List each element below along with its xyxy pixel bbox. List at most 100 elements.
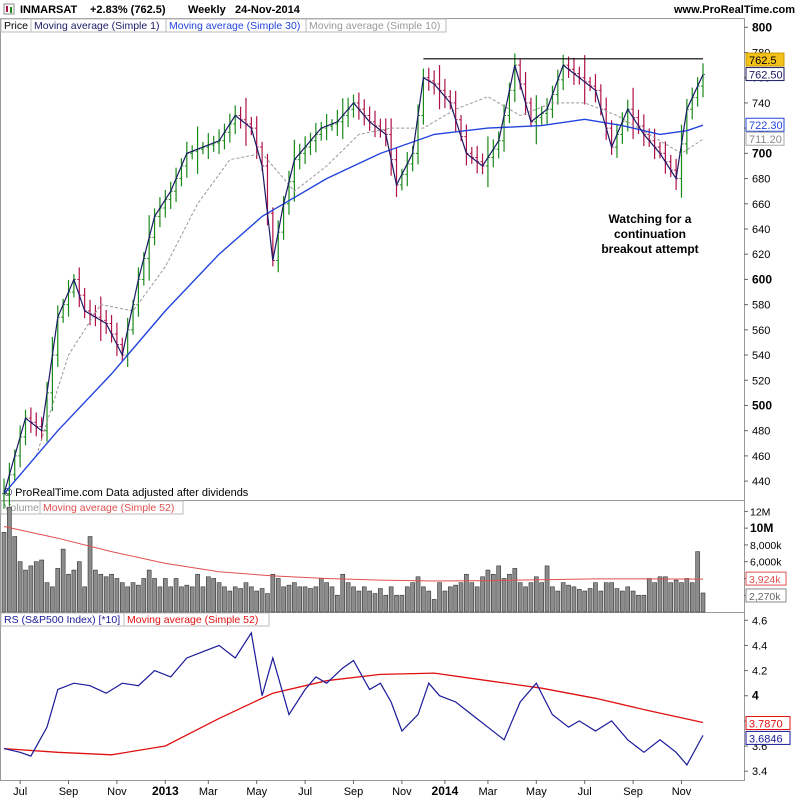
volume-ma-tag-box <box>745 571 787 586</box>
volume-bar <box>254 590 260 613</box>
volume-bar <box>136 584 141 613</box>
volume-bar <box>356 590 362 613</box>
volume-bar <box>630 590 636 613</box>
price-tick-label: 800 <box>752 20 772 34</box>
volume-ma-line <box>3 526 704 582</box>
legend-ma1: Moving average (Simple 1) <box>34 20 159 32</box>
volume-last-tag-box <box>745 588 787 603</box>
volume-bar <box>313 586 319 613</box>
site-url[interactable]: www.ProRealTime.com <box>673 4 795 16</box>
rs-plot <box>3 631 704 766</box>
volume-bar <box>270 573 276 613</box>
volume-bar <box>206 576 211 613</box>
volume-bar <box>625 586 631 613</box>
price-tick-label: 680 <box>752 174 770 186</box>
volume-bar <box>345 582 351 613</box>
volume-bar <box>130 582 136 613</box>
ma10-tag: 711.20 <box>749 134 782 146</box>
volume-bar <box>189 586 195 613</box>
volume-bar <box>324 582 329 613</box>
volume-bar <box>179 586 184 613</box>
volume-bar <box>646 578 652 613</box>
price-tick-label: 480 <box>752 426 770 438</box>
volume-bar <box>534 576 539 613</box>
annotation: Watching for a continuation breakout att… <box>601 212 698 256</box>
x-tick-label: 2014 <box>432 784 459 798</box>
volume-tick-label: 6,000k <box>750 557 782 569</box>
volume-bar <box>200 586 206 613</box>
volume-bar <box>39 559 44 613</box>
volume-tick-label: 8,000k <box>750 540 782 552</box>
volume-bar <box>119 582 125 613</box>
x-tick-label: May <box>526 786 547 798</box>
ma10-tag-box <box>745 131 785 146</box>
x-tick-label: Sep <box>623 786 643 798</box>
price-tick-label: 540 <box>752 350 770 362</box>
volume-bar <box>361 586 367 613</box>
volume-bar <box>566 584 571 613</box>
volume-bar <box>103 576 109 613</box>
volume-bar <box>66 573 71 613</box>
annotation-line-3: breakout attempt <box>601 242 698 256</box>
volume-bar <box>216 582 222 613</box>
ma1-tag: 762.50 <box>749 70 783 82</box>
volume-tick-label: 10M <box>750 521 773 535</box>
volume-bar <box>87 536 93 613</box>
volume-bar <box>652 582 657 613</box>
price-tick-label: 560 <box>752 325 770 337</box>
volume-bar <box>152 578 157 613</box>
volume-bar <box>372 593 378 613</box>
volume-bar <box>286 584 292 613</box>
volume-bar <box>474 586 480 613</box>
rs-ma-line <box>3 672 704 756</box>
volume-bar <box>603 582 609 613</box>
volume-bar <box>394 594 399 613</box>
volume-bar <box>539 582 544 613</box>
rs-last-tag-box <box>745 730 791 745</box>
volume-bar <box>33 561 39 613</box>
volume-bar <box>60 548 66 613</box>
volume-bar <box>464 573 469 613</box>
volume-bar <box>146 569 152 613</box>
chart-header: INMARSAT +2.83% (762.5) Weekly 24-Nov-20… <box>3 3 795 16</box>
volume-bar <box>238 588 243 613</box>
volume-tick-label: 12M <box>750 506 770 518</box>
x-tick-label: 2013 <box>152 784 179 798</box>
volume-bar <box>7 506 12 613</box>
legend-ma30: Moving average (Simple 30) <box>169 20 300 32</box>
volume-bar <box>275 578 281 613</box>
volume-bar <box>249 586 254 613</box>
volume-ma-tag: 3,924k <box>749 574 781 586</box>
volume-bar <box>55 568 61 613</box>
volume-bar <box>125 586 130 613</box>
volume-bar <box>28 565 34 613</box>
volume-bar <box>157 586 163 613</box>
volume-bar <box>517 582 523 613</box>
volume-bar <box>679 582 684 613</box>
x-tick-label: May <box>246 786 267 798</box>
volume-bar <box>614 588 620 613</box>
volume-bar <box>399 594 405 613</box>
volume-bar <box>410 582 415 613</box>
volume-bar <box>453 584 458 613</box>
volume-bar <box>227 590 233 613</box>
price-tick-label: 600 <box>752 272 772 286</box>
annotation-line-1: Watching for a <box>609 212 692 226</box>
volume-bar <box>695 551 700 613</box>
volume-bar <box>335 594 340 613</box>
volume-bar <box>173 578 179 613</box>
volume-bar <box>571 586 577 613</box>
legend-rs: RS (S&P500 Index) [*10] <box>4 614 120 626</box>
volume-bar <box>657 576 663 613</box>
x-tick-label: Nov <box>672 786 692 798</box>
ma1-line <box>3 64 704 494</box>
rs-tags: 3.7870 3.6846 <box>745 716 791 745</box>
volume-bar <box>663 576 668 613</box>
price-tick-label: 660 <box>752 199 770 211</box>
volume-bar <box>378 588 383 613</box>
rs-ma-tag: 3.7870 <box>749 719 783 731</box>
volume-bar <box>308 588 313 613</box>
last-price-tag: 762.5 <box>749 55 777 67</box>
volume-bar <box>1 532 7 613</box>
